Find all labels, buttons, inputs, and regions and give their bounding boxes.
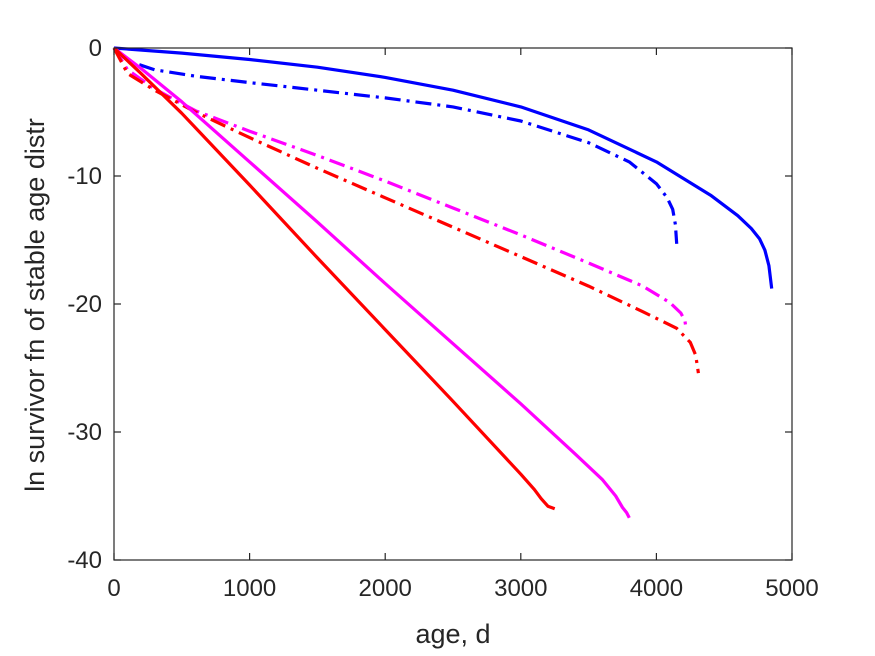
x-tick-label: 0: [107, 575, 120, 602]
y-tick-label: -20: [67, 291, 102, 318]
y-axis-label: ln survivor fn of stable age distr: [20, 118, 50, 492]
x-tick-label: 1000: [223, 575, 276, 602]
x-tick-label: 3000: [494, 575, 547, 602]
x-tick-label: 4000: [630, 575, 683, 602]
plot-background: [114, 48, 792, 560]
series-line-4: [112, 47, 700, 374]
axes-layer: 0 1000 2000 3000 4000 5000 0 -10 -20 -30 -40: [67, 35, 818, 602]
series-line-2: [112, 46, 679, 244]
y-tick-label: -30: [67, 419, 102, 446]
x-tick-label: 2000: [359, 575, 412, 602]
x-tick-label: 5000: [765, 575, 818, 602]
y-tick-label: -40: [67, 547, 102, 574]
y-tick-label: 0: [89, 35, 102, 62]
series-line-5: [113, 46, 631, 519]
series-layer: [112, 46, 774, 519]
series-line-1: [113, 46, 774, 289]
series-line-6: [112, 46, 556, 511]
x-axis-label: age, d: [415, 619, 490, 649]
y-tick-label: -10: [67, 163, 102, 190]
plot-area: [114, 48, 792, 560]
